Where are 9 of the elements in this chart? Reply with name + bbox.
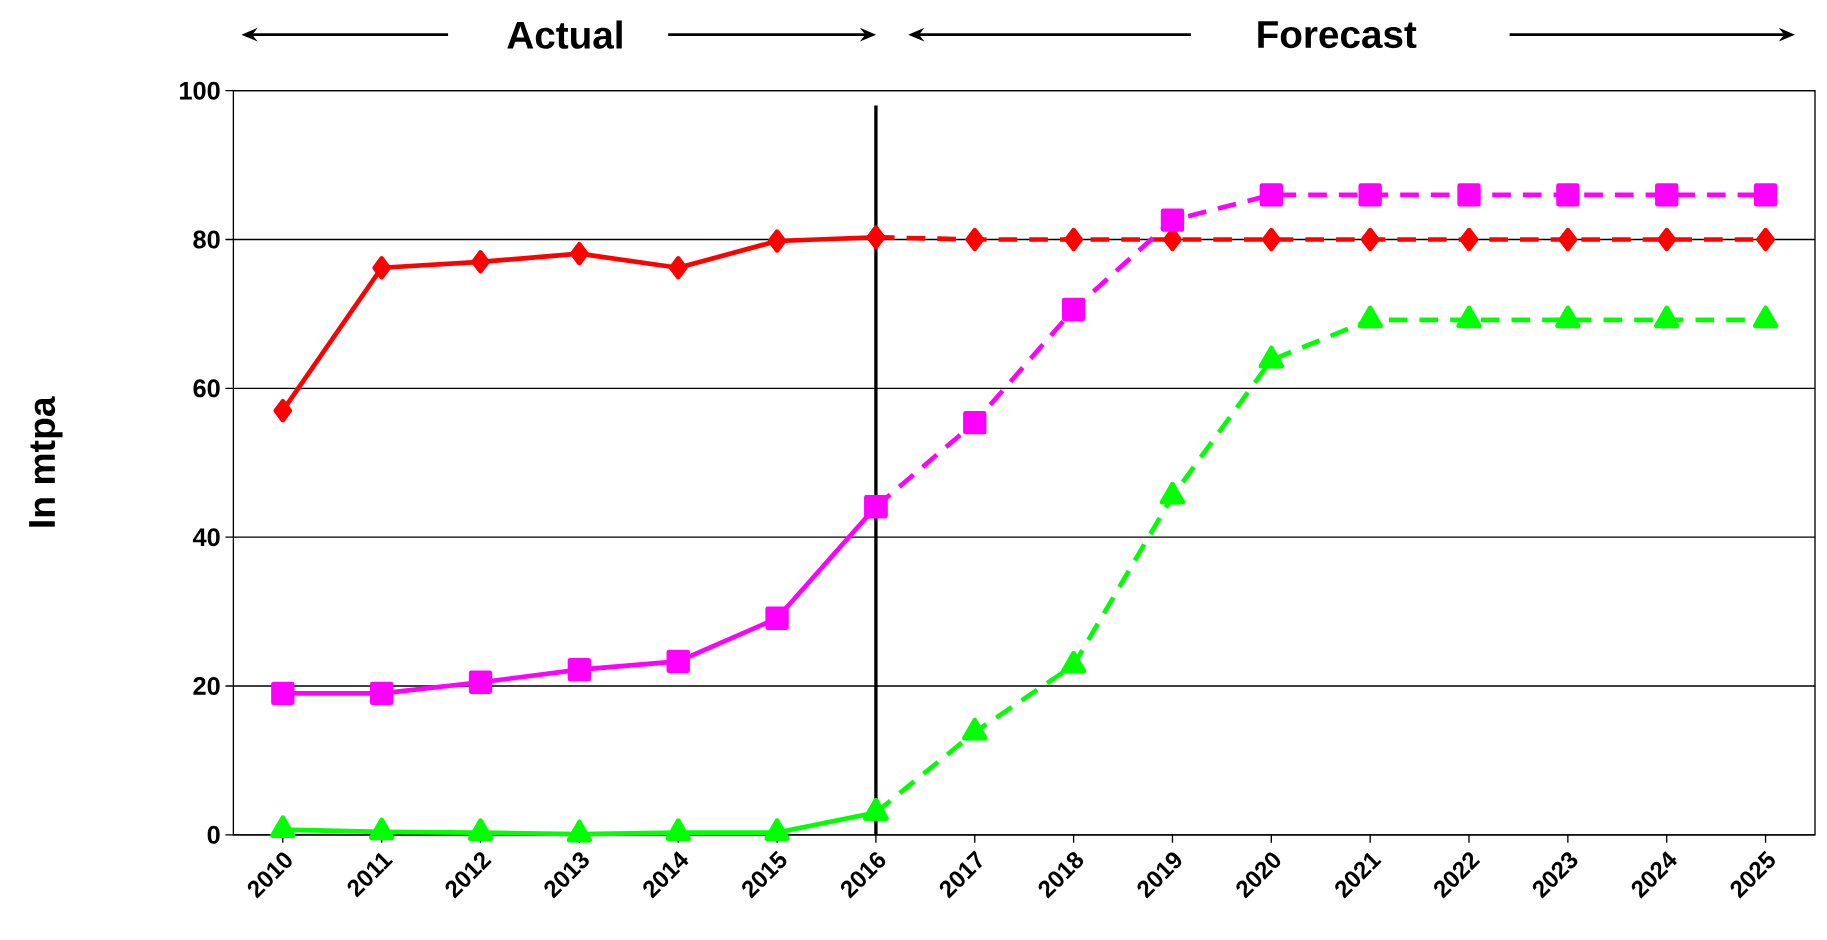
- y-axis-title: In mtpa: [29, 396, 63, 527]
- y-tick-label: 40: [192, 528, 220, 547]
- y-tick-label: 20: [193, 676, 220, 695]
- y-tick-label: 100: [180, 81, 220, 100]
- y-tick-label: 0: [207, 825, 220, 844]
- text: Forecast: [1258, 21, 1417, 49]
- text: Actual: [507, 20, 622, 49]
- y-tick-label: 80: [193, 230, 220, 249]
- y-tick-label: 60: [193, 379, 220, 398]
